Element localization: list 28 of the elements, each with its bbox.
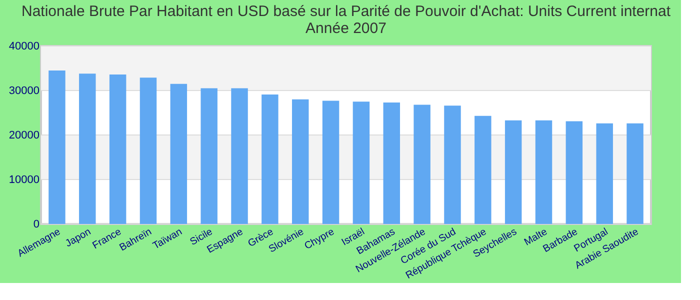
bar [535,120,552,224]
y-tick-label: 40000 [8,40,40,52]
bar [292,99,309,224]
bar [322,100,340,224]
bar [444,106,461,224]
bar [140,78,157,224]
bar [566,121,583,224]
y-tick-label: 20000 [8,130,40,142]
text: Année 2007 [306,20,386,37]
bar [414,104,430,224]
y-tick-label: 30000 [8,85,40,97]
bar [48,70,66,224]
bar [109,74,126,224]
bar [596,123,613,224]
bar [262,94,278,224]
bar [352,102,370,224]
bar [79,74,96,224]
bar [504,120,522,224]
text: Nationale Brute Par Habitant en USD basé sur la Parité de Pouvoir d'Achat: Units Current internat [21,3,671,20]
bar [200,88,218,224]
x-tick-label: Japon [64,226,93,250]
bar [474,116,492,224]
y-tick-label: 10000 [8,174,40,186]
bar [626,123,644,224]
bar [231,88,248,224]
y-tick-label: 0 [33,218,40,230]
bar [383,102,400,224]
bar [170,84,188,224]
